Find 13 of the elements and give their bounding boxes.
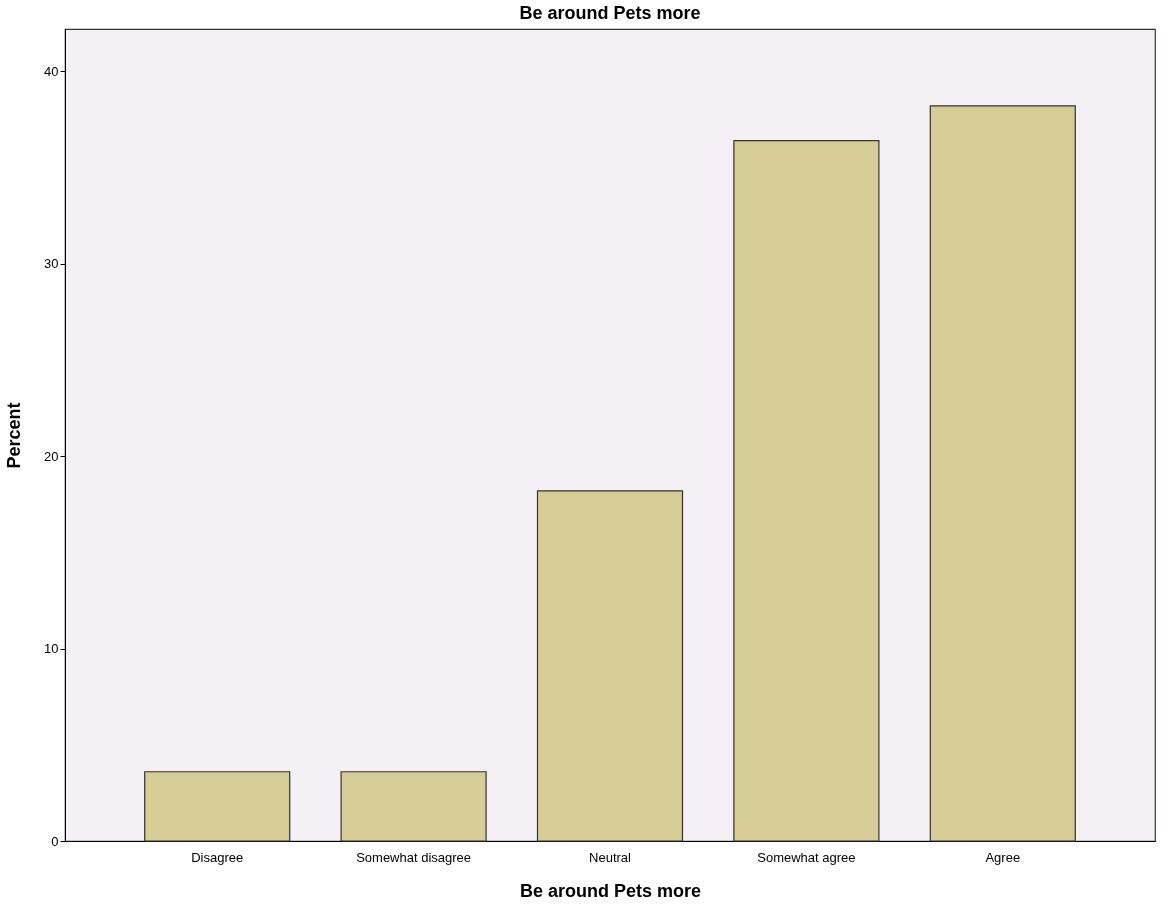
x-tick-label: Neutral	[589, 849, 632, 865]
y-tick-label: 0	[51, 833, 59, 849]
x-tick-label: Agree	[985, 849, 1021, 865]
x-tick-label: Disagree	[191, 849, 244, 865]
x-axis-title: Be around Pets more	[519, 880, 702, 901]
y-tick-label: 30	[44, 256, 59, 272]
x-tick-label: Somewhat disagree	[356, 849, 472, 865]
y-axis-title: Percent	[4, 402, 25, 469]
y-tick-label: 10	[44, 641, 59, 657]
y-tick-label: 20	[44, 448, 59, 464]
chart-title: Be around Pets more	[519, 3, 701, 23]
x-tick-label: Somewhat agree	[757, 849, 856, 865]
y-tick-label: 40	[44, 63, 59, 79]
